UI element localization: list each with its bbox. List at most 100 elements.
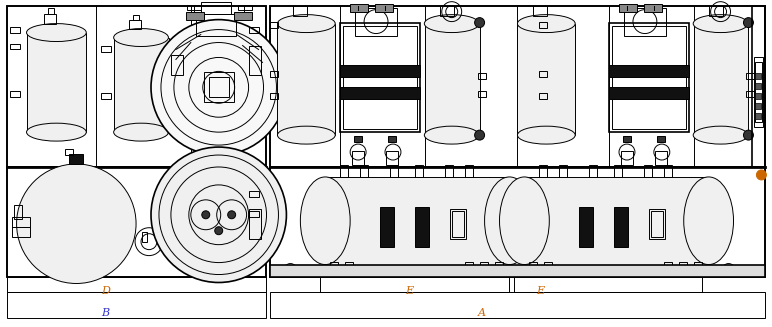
Bar — [756, 103, 761, 109]
Bar — [49, 8, 54, 14]
Bar — [380, 207, 394, 247]
Bar — [747, 73, 754, 79]
Bar — [619, 4, 637, 12]
Bar — [164, 239, 174, 249]
Bar — [360, 165, 368, 177]
Bar — [450, 209, 466, 239]
Bar — [7, 6, 266, 277]
Bar — [238, 5, 252, 10]
Bar — [375, 4, 393, 12]
Circle shape — [215, 227, 222, 235]
Bar — [277, 24, 335, 135]
Text: D: D — [101, 286, 110, 296]
Bar — [340, 165, 348, 177]
Bar — [270, 71, 279, 77]
Bar — [270, 167, 765, 277]
Circle shape — [16, 164, 136, 284]
Bar — [187, 5, 201, 10]
Ellipse shape — [499, 177, 550, 265]
Bar — [465, 165, 472, 177]
Bar — [270, 6, 765, 167]
Ellipse shape — [684, 177, 733, 265]
Text: E: E — [405, 286, 413, 296]
Bar — [114, 38, 169, 132]
Bar — [756, 93, 761, 99]
Bar — [101, 93, 111, 99]
Bar — [208, 77, 229, 97]
Bar — [644, 4, 662, 12]
Bar — [479, 262, 488, 271]
Ellipse shape — [693, 15, 748, 33]
Bar — [352, 151, 364, 165]
Bar — [540, 22, 547, 27]
Text: A: A — [478, 308, 486, 318]
Bar — [249, 209, 260, 239]
Ellipse shape — [300, 177, 350, 265]
Bar — [386, 151, 398, 165]
Bar — [612, 26, 686, 129]
Bar — [340, 87, 420, 99]
Ellipse shape — [517, 15, 575, 33]
Bar — [756, 83, 761, 89]
Bar — [589, 165, 597, 177]
Bar — [234, 12, 252, 20]
Bar — [445, 165, 452, 177]
Ellipse shape — [277, 15, 335, 33]
Bar — [189, 211, 203, 247]
Bar — [649, 209, 665, 239]
Bar — [655, 151, 667, 165]
Bar — [559, 165, 567, 177]
Bar — [609, 87, 689, 99]
Bar — [355, 8, 397, 36]
Bar — [26, 33, 86, 132]
Bar — [201, 2, 231, 14]
Bar — [45, 14, 56, 24]
Bar — [330, 262, 338, 271]
Ellipse shape — [485, 177, 534, 265]
Bar — [440, 6, 454, 16]
Bar — [293, 6, 307, 16]
Bar — [14, 205, 22, 219]
Bar — [651, 211, 663, 237]
Bar — [270, 265, 765, 277]
Bar — [249, 191, 259, 197]
Bar — [66, 149, 73, 155]
Bar — [9, 26, 19, 33]
Ellipse shape — [113, 28, 168, 46]
Bar — [390, 165, 398, 177]
Bar — [644, 165, 652, 177]
Bar — [694, 262, 702, 271]
Bar — [12, 217, 29, 227]
Bar — [350, 4, 368, 12]
Bar — [7, 167, 266, 277]
Bar — [7, 6, 266, 167]
Bar — [425, 24, 479, 135]
Bar — [478, 73, 486, 79]
Bar — [694, 24, 748, 135]
Ellipse shape — [113, 123, 168, 141]
Bar — [270, 292, 765, 318]
Bar — [754, 58, 764, 127]
Bar — [709, 6, 723, 16]
Bar — [756, 62, 763, 122]
Circle shape — [743, 130, 753, 140]
Bar — [679, 262, 687, 271]
Circle shape — [151, 20, 286, 155]
Bar — [452, 211, 464, 237]
Bar — [249, 211, 259, 217]
Bar — [415, 207, 428, 247]
Bar — [12, 227, 29, 237]
Bar — [614, 207, 628, 247]
Bar — [747, 91, 754, 97]
Bar — [517, 24, 575, 135]
Bar — [664, 165, 672, 177]
Bar — [7, 277, 266, 292]
Bar — [623, 136, 631, 142]
Bar — [540, 93, 547, 99]
Bar — [345, 262, 353, 271]
Bar — [609, 23, 689, 132]
Bar — [9, 43, 19, 49]
Bar — [756, 113, 761, 119]
Bar — [624, 8, 665, 36]
Circle shape — [151, 147, 286, 283]
